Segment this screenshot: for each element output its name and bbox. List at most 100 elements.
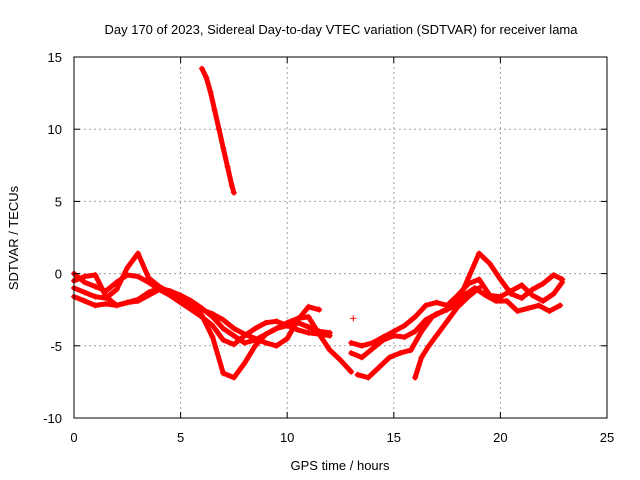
data-point (241, 331, 248, 338)
data-point (198, 306, 205, 313)
data-point (230, 341, 237, 348)
series-track-h (412, 285, 483, 381)
data-point (230, 332, 237, 339)
data-point (230, 189, 237, 196)
y-tick-label: -5 (50, 339, 62, 354)
data-point (529, 286, 536, 293)
x-tick-label: 15 (387, 430, 401, 445)
y-tick-label: -10 (43, 411, 62, 426)
data-point (557, 302, 564, 309)
data-point (203, 74, 210, 81)
x-tick-label: 20 (493, 430, 507, 445)
data-point (429, 313, 436, 320)
data-point (284, 335, 291, 342)
data-point (209, 334, 216, 341)
grid (74, 57, 607, 418)
data-point (209, 322, 216, 329)
data-point (465, 293, 472, 300)
data-point (273, 318, 280, 325)
data-point (369, 339, 376, 346)
data-point (220, 144, 227, 151)
plot-frame (73, 56, 608, 419)
data-point (401, 334, 408, 341)
data-point (518, 295, 525, 302)
data-point (412, 313, 419, 320)
series-outlier (350, 315, 357, 322)
data-point (92, 302, 99, 309)
data-point (326, 329, 333, 336)
data-point (386, 354, 393, 361)
data-point (354, 371, 361, 378)
data-point (518, 282, 525, 289)
data-point (305, 329, 312, 336)
data-point (412, 328, 419, 335)
data-point (294, 316, 301, 323)
data-point (365, 374, 372, 381)
y-tick-label: 0 (55, 267, 62, 282)
data-point (262, 331, 269, 338)
series-track-d (71, 272, 323, 349)
data-point (486, 260, 493, 267)
data-point (211, 107, 218, 114)
data-point (81, 279, 88, 286)
data-point (241, 339, 248, 346)
series-line-track-g (355, 285, 563, 381)
x-tick-label: 5 (177, 430, 184, 445)
data-point (348, 339, 355, 346)
y-tick-label: 10 (48, 122, 62, 137)
data-point (224, 163, 231, 170)
data-point (433, 332, 440, 339)
data-point (412, 374, 419, 381)
data-point (476, 250, 483, 257)
data-point (252, 335, 259, 342)
data-point (482, 292, 489, 299)
data-point (369, 345, 376, 352)
data-point (262, 339, 269, 346)
data-point (476, 276, 483, 283)
data-point (124, 299, 131, 306)
data-point (294, 326, 301, 333)
data-point (134, 250, 141, 257)
data-point (375, 364, 382, 371)
data-point (284, 319, 291, 326)
x-tick-label: 25 (600, 430, 614, 445)
data-point (92, 293, 99, 300)
data-point (230, 374, 237, 381)
data-point (503, 298, 510, 305)
data-point (401, 322, 408, 329)
y-tick-label: 5 (55, 194, 62, 209)
data-point (102, 293, 109, 300)
data-point (207, 88, 214, 95)
data-point (514, 308, 521, 315)
x-tick-label: 10 (280, 430, 294, 445)
data-point (550, 272, 557, 279)
data-point (81, 273, 88, 280)
data-point (230, 325, 237, 332)
data-point (476, 285, 483, 292)
series-track-steep (198, 65, 237, 196)
ticks: 0 5 10 15 20 25 -10 -5 0 5 10 15 (43, 50, 614, 445)
data-point (525, 305, 532, 312)
data-point (358, 354, 365, 361)
data-point (145, 274, 152, 281)
data-point (215, 126, 222, 133)
data-point (350, 315, 357, 322)
data-point (177, 296, 184, 303)
data-point (305, 324, 312, 331)
data-point (444, 318, 451, 325)
y-tick-label: 15 (48, 50, 62, 65)
data-point (550, 290, 557, 297)
data-point (209, 311, 216, 318)
y-axis-label: SDTVAR / TECUs (6, 185, 21, 290)
chart-title: Day 170 of 2023, Sidereal Day-to-day VTE… (104, 22, 578, 37)
data-point (81, 289, 88, 296)
data-point (380, 337, 387, 344)
data-point (145, 292, 152, 299)
data-point (529, 292, 536, 299)
data-point (273, 325, 280, 332)
data-point (316, 306, 323, 313)
data-point (92, 283, 99, 290)
data-point (228, 182, 235, 189)
